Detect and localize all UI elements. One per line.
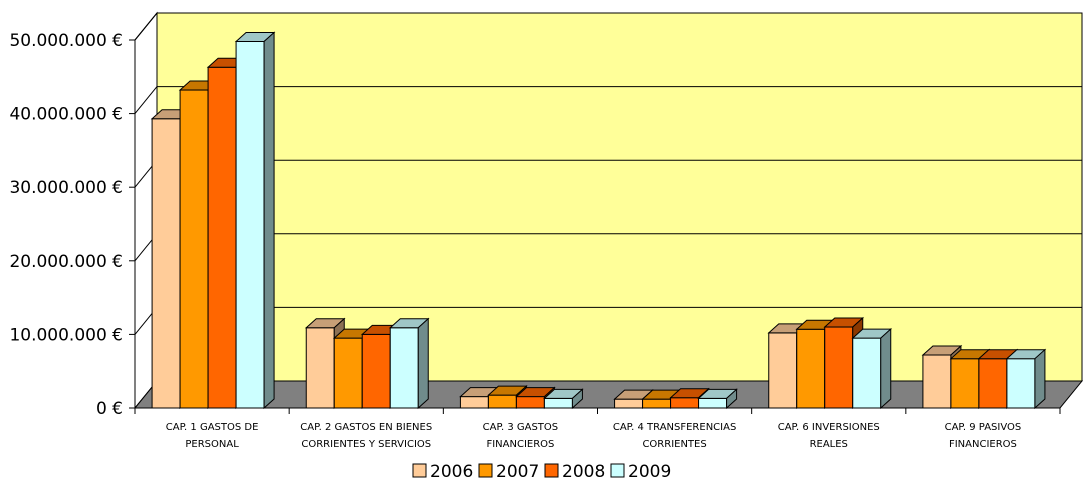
x-tick-label: CAP. 1 GASTOS DE: [166, 422, 259, 433]
bar-front: [543, 397, 573, 409]
legend-item: 2007: [478, 462, 539, 482]
plot-wall: [156, 12, 1083, 382]
bar-front: [670, 397, 700, 409]
bar-front: [1006, 358, 1036, 409]
gridline-diagonal: [134, 12, 158, 41]
x-tick-label: CORRIENTES Y SERVICIOS: [301, 439, 431, 450]
legend-label: 2009: [628, 462, 671, 482]
y-tick-label: 20.000.000 €: [9, 252, 123, 272]
legend-item: 2006: [412, 462, 473, 482]
x-tick-label: CORRIENTES: [642, 439, 706, 450]
y-axis: [129, 39, 1061, 414]
bar: [851, 327, 893, 410]
y-tick-label: 30.000.000 €: [9, 178, 123, 198]
legend: 2006 2007 2008 2009: [412, 462, 671, 482]
bar: [697, 388, 738, 410]
bar-side: [1034, 348, 1046, 410]
legend-swatch: [478, 463, 493, 478]
bar-side: [726, 388, 738, 410]
legend-label: 2008: [562, 462, 605, 482]
bar-front: [305, 327, 335, 409]
bar-front: [151, 118, 181, 409]
bar-front: [852, 337, 882, 409]
bar-front: [515, 396, 545, 409]
bar: [543, 388, 584, 410]
y-tick-label: 50.000.000 €: [9, 31, 123, 51]
bar-front: [614, 398, 644, 409]
x-tick-label: FINANCIEROS: [949, 439, 1017, 450]
x-tick-label: CAP. 3 GASTOS: [483, 422, 558, 433]
bar-front: [950, 358, 980, 409]
bar-front: [824, 326, 854, 409]
legend-label: 2006: [430, 462, 473, 482]
x-tick-label: CAP. 4 TRANSFERENCIAS: [613, 422, 736, 433]
bar-front: [179, 89, 209, 409]
legend-swatch: [610, 463, 625, 478]
bar-front: [235, 40, 265, 409]
legend-item: 2009: [610, 462, 671, 482]
legend-swatch: [544, 463, 559, 478]
bar-front: [389, 327, 419, 409]
plot-back-wall: [134, 11, 1083, 410]
legend-swatch: [412, 463, 427, 478]
bar-front: [978, 358, 1008, 409]
gridline-diagonal: [134, 86, 158, 114]
bar-front: [333, 337, 363, 409]
bar: [487, 384, 528, 410]
bar: [388, 317, 430, 410]
bar-side: [880, 327, 892, 410]
bar-side: [417, 317, 429, 410]
gridlines: [134, 12, 1082, 335]
y-tick-label: 0 €: [96, 399, 123, 419]
bar-front: [487, 394, 517, 409]
x-tick-label: CAP. 2 GASTOS EN BIENES: [300, 422, 432, 433]
bar-front: [922, 354, 952, 409]
bar-front: [642, 398, 672, 409]
bar-front: [459, 396, 489, 409]
x-tick-label: FINANCIEROS: [486, 439, 554, 450]
bar: [767, 322, 809, 410]
bar-front: [361, 333, 391, 409]
x-tick-label: REALES: [810, 439, 848, 450]
x-tick-label: PERSONAL: [185, 439, 239, 450]
bar-front: [698, 397, 728, 409]
bar-front: [768, 332, 798, 409]
bar-side: [571, 388, 583, 410]
y-tick-labels: 0 € 10.000.000 € 20.000.000 € 30.000.000 € 4…: [9, 31, 123, 419]
y-tick-label: 40.000.000 €: [9, 105, 123, 125]
x-tick-labels: CAP. 1 GASTOS DE PERSONAL CAP. 2 GASTOS EN…: [166, 422, 1021, 450]
bar-front: [207, 66, 237, 409]
y-tick-label: 10.000.000 €: [9, 325, 123, 345]
x-tick-label: CAP. 6 INVERSIONES: [778, 422, 880, 433]
legend-label: 2007: [496, 462, 539, 482]
bar-front: [796, 328, 826, 409]
bars: [150, 31, 1047, 410]
legend-item: 2008: [544, 462, 605, 482]
bar: [234, 31, 276, 410]
bar-side: [263, 31, 275, 410]
x-tick-label: CAP. 9 PASIVOS: [945, 422, 1022, 433]
bar: [1005, 348, 1047, 410]
